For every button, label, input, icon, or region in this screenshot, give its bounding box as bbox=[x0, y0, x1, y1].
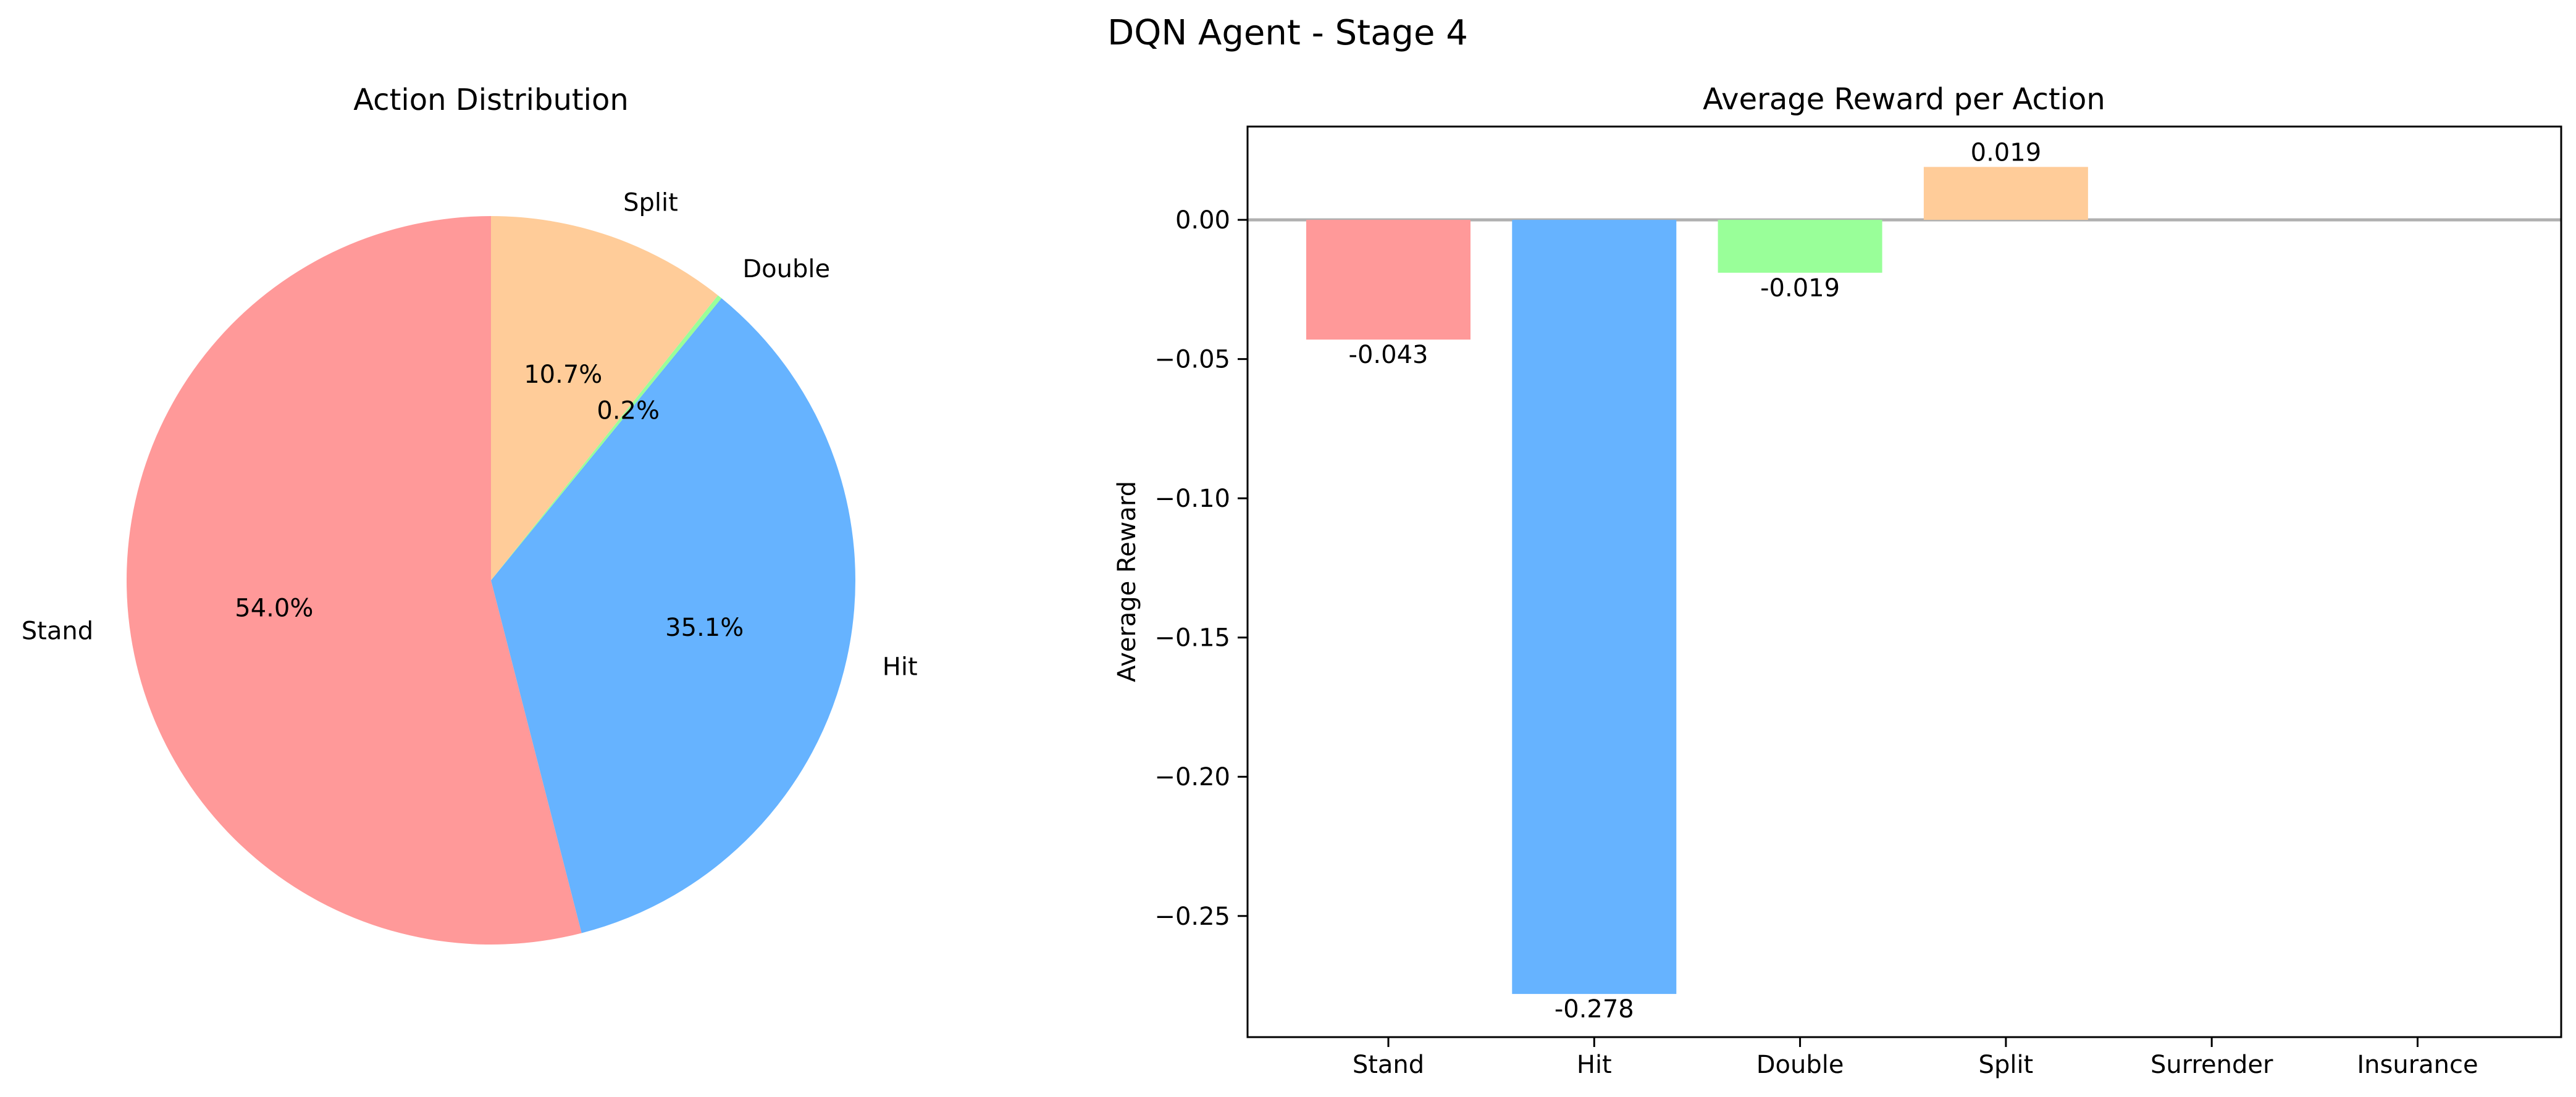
figure-title: DQN Agent - Stage 4 bbox=[1107, 13, 1468, 53]
x-tick-label-double: Double bbox=[1756, 1051, 1844, 1079]
pie-pct-double: 0.2% bbox=[597, 396, 660, 425]
x-tick-label-surrender: Surrender bbox=[2150, 1051, 2273, 1079]
pie-label-hit: Hit bbox=[883, 653, 918, 682]
x-tick-label-split: Split bbox=[1979, 1051, 2034, 1079]
bar-value-labels: -0.043 -0.278 -0.019 0.019 bbox=[1349, 138, 2042, 1024]
bar-plot-frame bbox=[1246, 125, 2562, 1038]
y-tick-label: −0.25 bbox=[1154, 903, 1230, 931]
bar-marks bbox=[1306, 167, 2088, 995]
y-tick-label: −0.20 bbox=[1154, 763, 1230, 791]
bar-chart: Average Reward per Action Average Reward… bbox=[1113, 82, 2562, 1079]
pie-slice-double bbox=[491, 295, 722, 580]
y-tick-label: −0.15 bbox=[1154, 624, 1230, 653]
pie-slices bbox=[127, 216, 856, 945]
pie-label-stand: Stand bbox=[22, 617, 93, 645]
pie-pct-stand: 54.0% bbox=[235, 594, 313, 622]
bar-value-label-stand: -0.043 bbox=[1349, 341, 1429, 369]
bar-y-axis-label: Average Reward bbox=[1113, 481, 1141, 682]
pie-label-split: Split bbox=[623, 188, 678, 217]
bar-value-label-hit: -0.278 bbox=[1554, 995, 1634, 1024]
bar-hit bbox=[1512, 220, 1677, 995]
pie-title: Action Distribution bbox=[353, 83, 629, 117]
pie-pct-hit: 35.1% bbox=[665, 614, 744, 642]
pie-slice-stand bbox=[127, 216, 582, 945]
x-tick-label-hit: Hit bbox=[1577, 1051, 1612, 1079]
bar-stand bbox=[1306, 220, 1471, 340]
bar-value-label-double: -0.019 bbox=[1760, 274, 1840, 302]
pie-slice-split bbox=[491, 216, 718, 580]
bar-split bbox=[1923, 167, 2088, 220]
pie-pct-split: 10.7% bbox=[524, 361, 602, 389]
x-tick-label-stand: Stand bbox=[1353, 1051, 1424, 1079]
bar-title: Average Reward per Action bbox=[1703, 82, 2105, 117]
pie-chart: Action Distribution Stand 54.0% Hit 35.1% Do… bbox=[22, 83, 918, 945]
y-tick-label: −0.05 bbox=[1154, 346, 1230, 374]
bar-value-label-split: 0.019 bbox=[1971, 138, 2042, 167]
bar-double bbox=[1718, 220, 1882, 273]
y-tick-label: −0.10 bbox=[1154, 485, 1230, 513]
y-tick-label: 0.00 bbox=[1175, 206, 1230, 235]
bar-axis-ticks: 0.00 −0.05 −0.10 −0.15 −0.20 −0.25 Stand Hit Dou… bbox=[1154, 206, 2478, 1079]
pie-slice-hit bbox=[491, 298, 856, 933]
pie-labels: Stand 54.0% Hit 35.1% Double 0.2% Split 10.7% bbox=[22, 188, 918, 681]
x-tick-label-insurance: Insurance bbox=[2357, 1051, 2478, 1079]
pie-label-double: Double bbox=[742, 255, 830, 283]
